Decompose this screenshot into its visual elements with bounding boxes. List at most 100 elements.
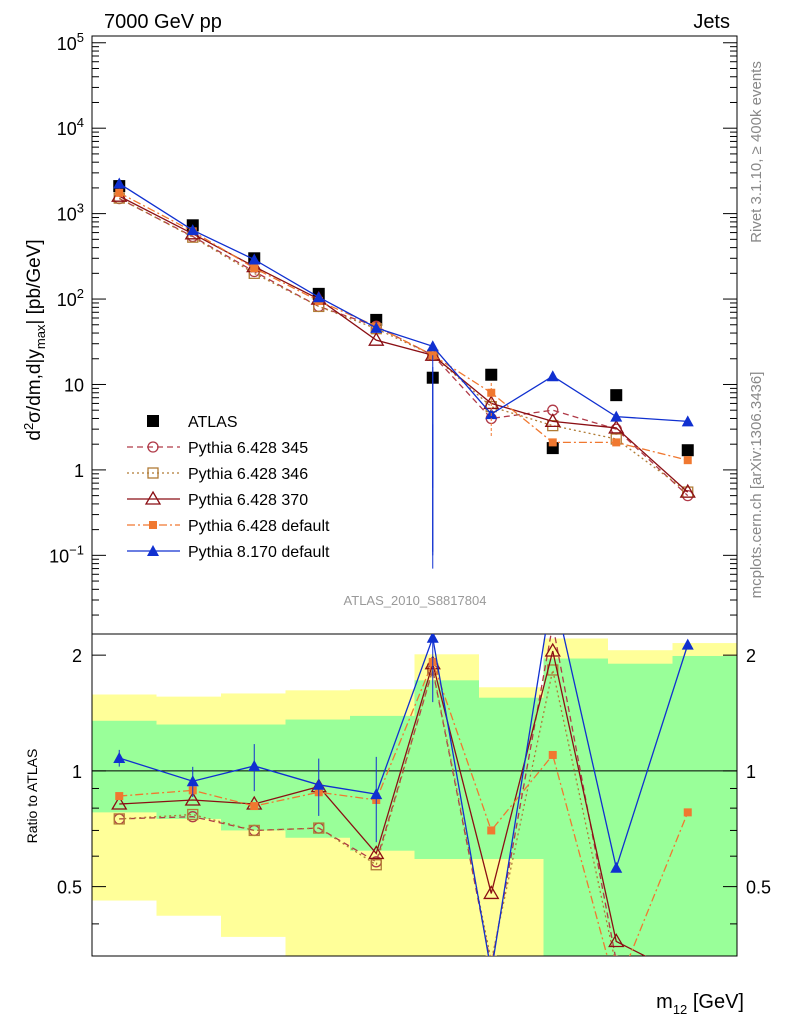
ratio-point-p370-0 — [111, 795, 128, 810]
main-point-p8-4 — [370, 321, 383, 333]
ratio-point-pdef-8 — [612, 986, 620, 994]
main-ytick-label: 104 — [57, 115, 84, 139]
main-ylabel: d2σ/dm,d|ymax| [pb/GeV] — [21, 239, 48, 440]
ratio-point-pdef-7 — [548, 750, 557, 759]
legend-marker-p8 — [147, 545, 159, 556]
legend-marker-p370 — [144, 490, 162, 505]
ratio-frame — [91, 633, 738, 957]
ratio-point-p370-7 — [544, 642, 561, 657]
main-point-pdef-8 — [612, 438, 621, 447]
ratio-bands — [92, 638, 737, 956]
band-green-7 — [543, 658, 608, 956]
ratio-point-p346-0 — [113, 813, 125, 825]
ratio-point-p370-4 — [368, 845, 385, 860]
main-ytick-label: 105 — [57, 30, 84, 54]
ratio-ytick-label-right: 2 — [746, 646, 756, 666]
main-point-pdef-9 — [683, 456, 692, 465]
main-point-p8-2 — [248, 253, 261, 265]
main-line-p346 — [118, 197, 689, 493]
main-point-p8-0 — [113, 177, 126, 189]
ratio-point-pdef-9 — [683, 808, 692, 817]
main-ytick-label: 10−1 — [49, 542, 84, 566]
main-point-atlas-9 — [681, 444, 694, 457]
ratio-point-p8-9 — [681, 638, 694, 650]
ratio-ylabel: Ratio to ATLAS — [24, 749, 40, 844]
main-point-p8-7 — [546, 370, 559, 382]
svg-text:d2σ/dm,d|ymax| [pb/GeV]: d2σ/dm,d|ymax| [pb/GeV] — [21, 239, 48, 440]
ratio-point-p346-6 — [485, 955, 497, 956]
main-point-pdef-0 — [115, 188, 124, 197]
ratio-point-p346-8 — [611, 961, 621, 971]
ratio-point-p8-8 — [610, 861, 623, 873]
main-point-p8-3 — [312, 291, 325, 303]
legend-marker-atlas — [147, 415, 159, 427]
ratio-point-p346-2 — [248, 824, 260, 837]
band-green-2 — [221, 724, 286, 831]
ratio-point-pdef-6 — [487, 826, 496, 835]
main-ytick-label: 1 — [74, 461, 84, 481]
ratio-point-p370-1 — [184, 791, 201, 806]
ratio-point-p8-7 — [547, 581, 559, 592]
rivet-label: Rivet 3.1.10, ≥ 400k events — [748, 61, 765, 243]
main-point-pdef-2 — [250, 264, 259, 273]
legend-label-pdef: Pythia 6.428 default — [188, 518, 330, 535]
ratio-line-p370 — [119, 650, 647, 956]
ratio-point-p346-4 — [370, 859, 382, 871]
ratio-ytick-label-left: 0.5 — [57, 878, 82, 898]
main-point-p370-8 — [608, 419, 625, 434]
main-point-p8-9 — [681, 415, 694, 427]
main-point-p346-7 — [547, 419, 559, 432]
legend-label-p345: Pythia 6.428 345 — [188, 440, 308, 457]
band-green-1 — [156, 724, 221, 819]
main-ytick-label: 10 — [64, 375, 84, 395]
ratio-point-p345-6 — [486, 961, 496, 971]
ratio-line-p345 — [119, 634, 616, 956]
main-line-p345 — [118, 198, 689, 497]
xlabel: m12 [GeV] — [656, 991, 744, 1017]
mcplots-label: mcplots.cern.ch [arXiv:1306.3436] — [748, 372, 765, 599]
main-point-atlas-8 — [610, 389, 623, 402]
ratio-point-p345-8 — [613, 955, 619, 956]
svg-text:m12 [GeV]: m12 [GeV] — [656, 991, 744, 1017]
band-green-8 — [608, 663, 673, 956]
ratio-ytick-label-right: 0.5 — [746, 878, 771, 898]
band-green-3 — [285, 719, 350, 838]
ratio-point-p370-8 — [608, 933, 625, 948]
legend-label-p346: Pythia 6.428 346 — [188, 466, 308, 483]
ratio-ytick-label-left: 1 — [72, 762, 82, 782]
main-point-p8-5 — [426, 340, 439, 352]
ratio-point-p345-7 — [548, 620, 558, 630]
main-point-pdef-7 — [548, 438, 557, 447]
ratio-point-p370-6 — [483, 885, 500, 900]
ratio-point-pdef-0 — [115, 792, 124, 801]
ratio-point-p370-9 — [681, 971, 695, 983]
legend-label-p8: Pythia 8.170 default — [188, 544, 330, 561]
main-series — [111, 177, 696, 569]
ratio-series — [111, 581, 695, 994]
ratio-point-p346-1 — [187, 808, 199, 821]
main-ytick-label: 102 — [57, 286, 84, 310]
main-line-p8 — [118, 182, 688, 423]
main-point-p8-1 — [186, 224, 199, 236]
analysis-id: ATLAS_2010_S8817804 — [344, 593, 487, 608]
ratio-point-p346-3 — [313, 822, 325, 834]
header-right: Jets — [693, 11, 730, 33]
band-green-6 — [479, 697, 544, 859]
legend-marker-pdef — [149, 521, 157, 529]
legend-label-atlas: ATLAS — [188, 414, 238, 431]
band-green-4 — [350, 715, 415, 851]
ratio-point-p8-6 — [485, 966, 497, 977]
band-green-5 — [414, 680, 479, 859]
main-line-pdef — [118, 192, 688, 461]
ratio-point-pdef-2 — [250, 802, 259, 811]
main-point-p370-4 — [368, 331, 385, 346]
main-point-atlas-6 — [485, 368, 498, 381]
ratio-line-pdef — [119, 660, 689, 956]
ratio-line-p346 — [119, 668, 615, 956]
ratio-line-p8 — [119, 634, 689, 956]
main-point-pdef-6 — [487, 388, 496, 397]
main-point-p8-8 — [610, 410, 623, 422]
legend-marker-p345 — [147, 441, 159, 453]
